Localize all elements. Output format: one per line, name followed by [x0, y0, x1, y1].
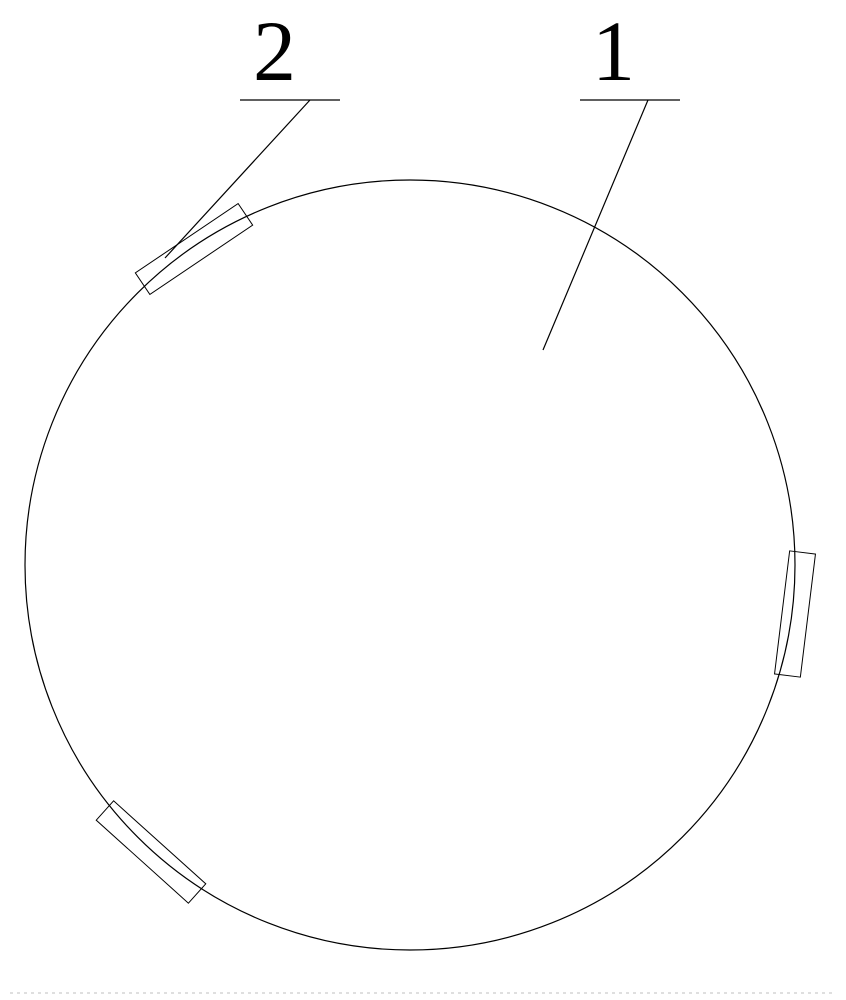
diagram-container: 1 2: [0, 0, 846, 1000]
callout-label-1: 1: [592, 8, 635, 94]
rect-top-left: [135, 204, 252, 295]
callout-label-2: 2: [253, 8, 296, 94]
technical-diagram: [0, 0, 846, 1000]
callout-1-leader: [543, 100, 648, 350]
callout-2-leader: [165, 100, 310, 258]
rect-bottom-left: [96, 801, 206, 903]
